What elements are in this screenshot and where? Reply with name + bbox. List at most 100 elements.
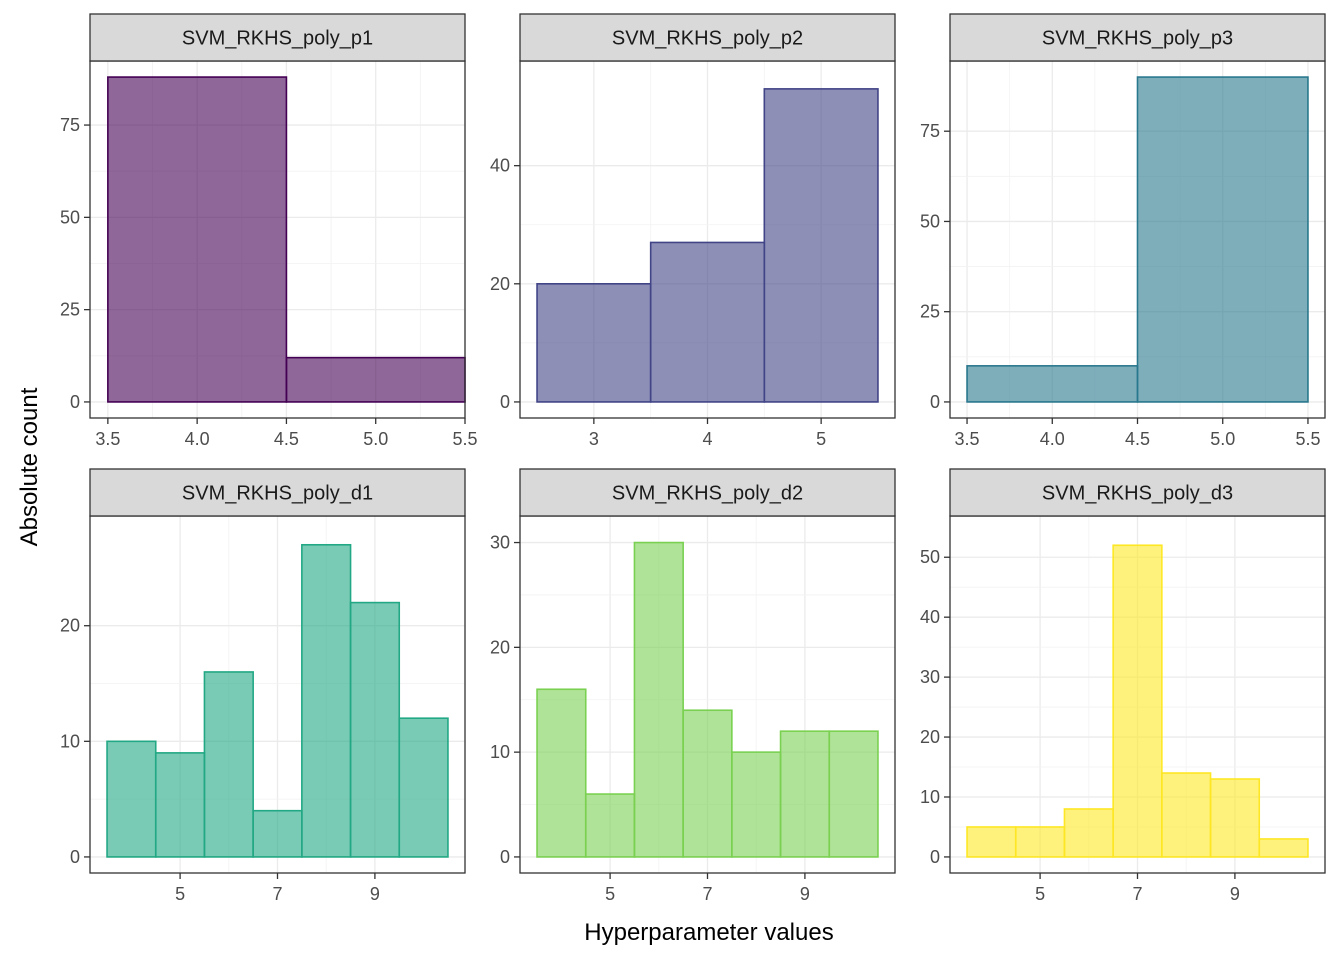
y-axis: 0 25 50 75 xyxy=(920,121,950,412)
histogram-bar xyxy=(649,241,766,403)
histogram-bar xyxy=(536,688,587,858)
histogram-bar xyxy=(633,541,684,858)
x-tick-label: 9 xyxy=(1230,884,1240,904)
facet-strip-label: SVM_RKHS_poly_d1 xyxy=(182,483,373,505)
facet-strip xyxy=(89,468,466,517)
histogram-bar xyxy=(1258,838,1309,858)
y-tick-label: 20 xyxy=(920,727,940,747)
facet-strip xyxy=(949,468,1326,517)
facet-strip-label: SVM_RKHS_poly_d3 xyxy=(1042,483,1233,505)
y-axis-title: Absolute count xyxy=(16,387,43,546)
facet-strip-label: SVM_RKHS_poly_d2 xyxy=(612,483,803,505)
y-tick-label: 50 xyxy=(60,207,80,227)
y-tick-label: 75 xyxy=(920,121,940,141)
x-tick-label: 3.5 xyxy=(95,429,120,449)
x-axis: 3.5 4.0 4.5 5.0 5.5 xyxy=(95,418,478,449)
y-tick-label: 0 xyxy=(70,847,80,867)
x-tick-label: 4 xyxy=(702,429,712,449)
x-tick-label: 4.0 xyxy=(1040,429,1065,449)
y-tick-label: 25 xyxy=(920,302,940,322)
x-tick-label: 3.5 xyxy=(955,429,980,449)
facet-strip xyxy=(949,13,1326,62)
y-axis: 0 10 20 30 xyxy=(490,533,520,867)
y-axis: 0 25 50 75 xyxy=(60,115,90,412)
x-tick-label: 3 xyxy=(589,429,599,449)
x-tick-label: 5.5 xyxy=(452,429,477,449)
y-tick-label: 30 xyxy=(490,533,510,553)
x-tick-label: 5 xyxy=(816,429,826,449)
y-tick-label: 20 xyxy=(60,616,80,636)
y-tick-label: 0 xyxy=(930,847,940,867)
panels: SVM_RKHS_poly_p13.5 4.0 4.5 5.0 5.50255075SV… xyxy=(60,13,1326,904)
x-tick-label: 5 xyxy=(175,884,185,904)
x-tick-label: 5.0 xyxy=(363,429,388,449)
histogram-bar xyxy=(203,671,254,858)
facet-strip xyxy=(519,13,896,62)
y-tick-label: 50 xyxy=(920,211,940,231)
histogram-bars xyxy=(966,544,1309,858)
histogram-bar xyxy=(828,730,879,858)
y-tick-label: 0 xyxy=(500,847,510,867)
facet-strip-label: SVM_RKHS_poly_p2 xyxy=(612,28,803,50)
y-tick-label: 0 xyxy=(500,392,510,412)
x-tick-label: 4.5 xyxy=(1125,429,1150,449)
y-tick-label: 20 xyxy=(490,637,510,657)
histogram-bar xyxy=(398,717,449,858)
histogram-bar xyxy=(1063,808,1114,858)
x-axis: 5 7 9 xyxy=(605,873,810,904)
x-axis: 3 4 5 xyxy=(589,418,826,449)
y-tick-label: 20 xyxy=(490,274,510,294)
histogram-bars xyxy=(536,541,879,858)
x-tick-label: 7 xyxy=(702,884,712,904)
histogram-bar xyxy=(106,740,157,858)
histogram-bar xyxy=(966,826,1017,858)
y-tick-label: 40 xyxy=(490,156,510,176)
histogram-bar xyxy=(1209,778,1261,858)
y-tick-label: 10 xyxy=(60,731,80,751)
y-tick-label: 0 xyxy=(930,392,940,412)
y-axis: 0 10 20 30 40 50 xyxy=(920,547,950,867)
histogram-bar xyxy=(154,752,206,858)
histogram-bars xyxy=(106,543,449,858)
x-tick-label: 7 xyxy=(1132,884,1142,904)
x-axis-title: Hyperparameter values xyxy=(584,919,833,946)
histogram-panel: SVM_RKHS_poly_p2 3 4 5 0 20 40 xyxy=(490,13,896,449)
facet-strip-label: SVM_RKHS_poly_p3 xyxy=(1042,28,1233,50)
x-tick-label: 9 xyxy=(370,884,380,904)
y-axis: 0 20 40 xyxy=(490,156,520,412)
facet-strip-label: SVM_RKHS_poly_p1 xyxy=(182,28,373,50)
histogram-bar xyxy=(779,730,831,858)
histogram-bar xyxy=(1136,76,1309,403)
y-tick-label: 75 xyxy=(60,115,80,135)
histogram-bar xyxy=(1161,772,1212,858)
histogram-bar xyxy=(252,809,303,858)
histogram-panel: SVM_RKHS_poly_p1 3.5 4.0 4.5 5.0 5.5 0 25 50 75 xyxy=(60,13,478,449)
histogram-bars xyxy=(107,76,466,403)
y-axis: 0 10 20 xyxy=(60,616,90,867)
histogram-panel: SVM_RKHS_poly_d2 5 7 9 0 10 20 30 xyxy=(490,468,896,904)
histogram-bar xyxy=(584,793,636,858)
histogram-bar xyxy=(1014,826,1066,858)
x-tick-label: 9 xyxy=(800,884,810,904)
histogram-panel: SVM_RKHS_poly_p3 3.5 4.0 4.5 5.0 5.5 0 25 50 75 xyxy=(920,13,1326,449)
y-tick-label: 10 xyxy=(920,787,940,807)
y-tick-label: 50 xyxy=(920,547,940,567)
y-tick-label: 10 xyxy=(490,742,510,762)
facet-strip xyxy=(89,13,466,62)
y-tick-label: 40 xyxy=(920,607,940,627)
histogram-bars xyxy=(536,88,879,403)
histogram-bar xyxy=(763,88,879,403)
histogram-bar xyxy=(966,365,1139,403)
histogram-bar xyxy=(285,356,466,403)
histogram-bar xyxy=(349,601,401,858)
x-tick-label: 4.0 xyxy=(185,429,210,449)
y-tick-label: 0 xyxy=(70,392,80,412)
histogram-bar xyxy=(301,543,352,858)
histogram-bar xyxy=(107,76,288,403)
facet-strip xyxy=(519,468,896,517)
histogram-bar xyxy=(682,709,733,858)
histogram-panel: SVM_RKHS_poly_d3 5 7 9 0 10 20 30 40 50 xyxy=(920,468,1326,904)
x-tick-label: 7 xyxy=(272,884,282,904)
histogram-panel: SVM_RKHS_poly_d1 5 7 9 0 10 20 xyxy=(60,468,466,904)
